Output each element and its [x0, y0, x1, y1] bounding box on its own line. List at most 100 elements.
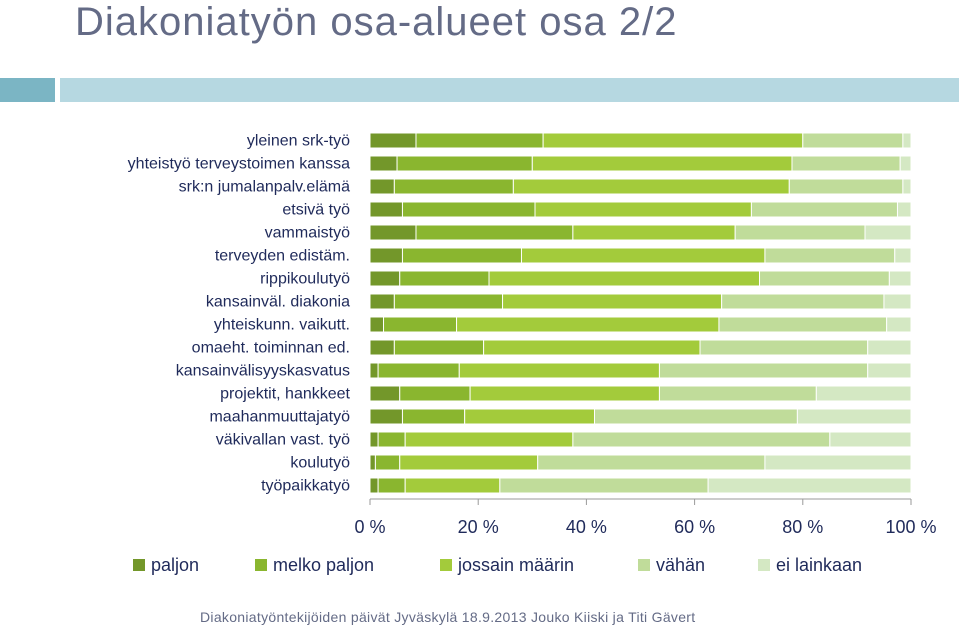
legend-label: jossain määrin	[457, 555, 574, 575]
category-label: etsivä työ	[282, 202, 350, 219]
bar-segment	[377, 431, 406, 448]
category-label: omaeht. toiminnan ed.	[192, 340, 350, 357]
bar-segment	[815, 385, 912, 402]
bar-segment	[369, 201, 403, 218]
category-label: yhteiskunn. vaikutt.	[214, 317, 350, 334]
category-label: työpaikkatyö	[261, 478, 350, 495]
bar-segment	[699, 339, 869, 356]
bar-segment	[796, 408, 912, 425]
bar-segment	[393, 293, 504, 310]
category-label: yleinen srk-työ	[247, 133, 350, 150]
x-tick-label: 40 %	[566, 517, 607, 537]
bar-segment	[864, 224, 912, 241]
category-label: kansainvälisyyskasvatus	[176, 363, 350, 380]
bar-segment	[401, 408, 466, 425]
bar-segment	[721, 293, 885, 310]
category-label: maahanmuuttajatyö	[209, 409, 350, 426]
legend-swatch	[440, 559, 452, 571]
legend-swatch	[638, 559, 650, 571]
slide-title: Diakoniatyön osa-alueet osa 2/2	[75, 0, 678, 44]
bar-segment	[594, 408, 798, 425]
bar-segment	[764, 454, 912, 471]
category-label: väkivallan vast. työ	[216, 432, 350, 449]
bar-segment	[415, 224, 574, 241]
bar-segment	[572, 431, 831, 448]
legend-swatch	[758, 559, 770, 571]
bar-segment	[393, 178, 514, 195]
legend-swatch	[255, 559, 267, 571]
category-label: yhteistyö terveystoimen kanssa	[128, 156, 350, 173]
bar-segment	[464, 408, 596, 425]
bar-segment	[542, 132, 804, 149]
bar-segment	[369, 247, 403, 264]
bar-segment	[404, 431, 574, 448]
bar-segment	[896, 201, 912, 218]
bar-segment	[502, 293, 723, 310]
bar-segment	[369, 408, 403, 425]
category-label: rippikoulutyö	[260, 271, 350, 288]
x-tick-label: 80 %	[782, 517, 823, 537]
bar-segment	[537, 454, 766, 471]
bar-segment	[829, 431, 912, 448]
bar-segment	[377, 477, 406, 494]
bar-segment	[902, 178, 912, 195]
legend-label: vähän	[656, 555, 705, 575]
legend-label: melko paljon	[273, 555, 374, 575]
bar-segment	[499, 477, 709, 494]
bar-segment	[512, 178, 790, 195]
bar-segment	[750, 201, 898, 218]
category-label: vammaistyö	[265, 225, 350, 242]
bar-segment	[401, 201, 536, 218]
bar-segment	[369, 293, 395, 310]
bar-segment	[393, 339, 485, 356]
bar-segment	[802, 132, 904, 149]
bar-segment	[867, 362, 912, 379]
bar-segment	[759, 270, 890, 287]
bar-segment	[658, 362, 869, 379]
bar-segment	[520, 247, 766, 264]
bar-segment	[488, 270, 761, 287]
bar-segment	[415, 132, 544, 149]
bar-segment	[894, 247, 912, 264]
x-tick-label: 100 %	[885, 517, 936, 537]
bar-segment	[707, 477, 912, 494]
x-tick-label: 20 %	[458, 517, 499, 537]
category-label: kansainväl. diakonia	[206, 294, 350, 311]
bar-segment	[531, 155, 793, 172]
bar-segment	[369, 477, 379, 494]
bar-segment	[369, 178, 395, 195]
bar-segment	[369, 362, 379, 379]
decorative-bar-right	[60, 78, 959, 102]
legend-swatch	[133, 559, 145, 571]
category-label: koulutyö	[290, 455, 350, 472]
bar-segment	[369, 385, 401, 402]
bar-segment	[469, 385, 660, 402]
bar-segment	[383, 316, 458, 333]
bar-segment	[883, 293, 912, 310]
bar-segment	[483, 339, 701, 356]
bar-segment	[396, 155, 533, 172]
bar-segment	[902, 132, 912, 149]
x-tick-label: 60 %	[674, 517, 715, 537]
bar-segment	[899, 155, 912, 172]
stacked-bar-chart: yleinen srk-työ yhteistyö terveystoimen k…	[128, 132, 937, 575]
bar-segment	[458, 362, 660, 379]
legend-label: paljon	[151, 555, 199, 575]
bar-segment	[369, 454, 376, 471]
bar-segment	[369, 155, 398, 172]
category-label: projektit, hankkeet	[220, 386, 350, 403]
bar-segment	[867, 339, 912, 356]
bar-segment	[534, 201, 752, 218]
bar-segment	[377, 362, 460, 379]
bar-segment	[369, 270, 401, 287]
category-label: terveyden edistäm.	[215, 248, 350, 265]
bar-segment	[764, 247, 896, 264]
bar-segment	[788, 178, 904, 195]
bar-segment	[399, 270, 490, 287]
bar-segment	[369, 224, 417, 241]
bar-segment	[374, 454, 401, 471]
decorative-bar-left	[0, 78, 55, 102]
bar-segment	[369, 339, 395, 356]
bar-segment	[369, 132, 417, 149]
bar-segment	[888, 270, 912, 287]
